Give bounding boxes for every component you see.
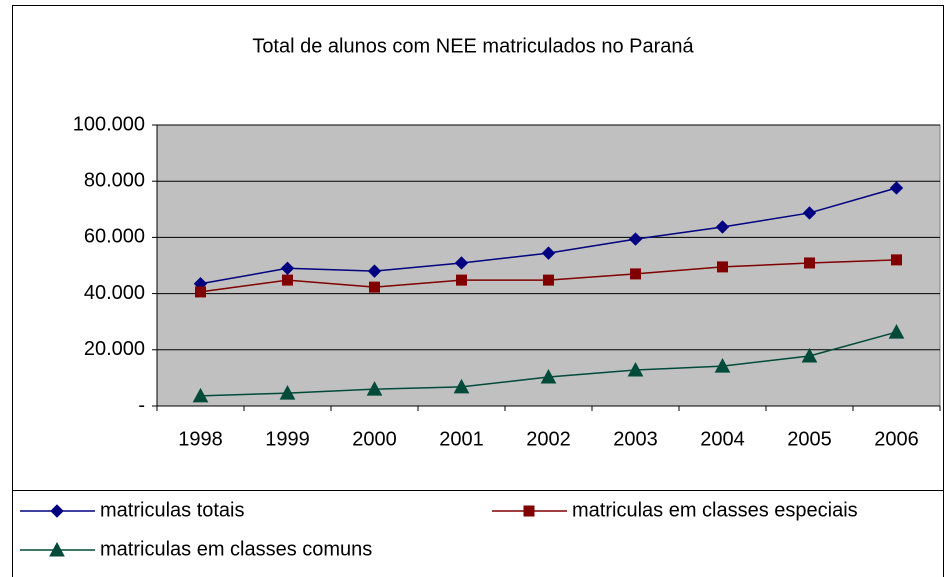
x-tick-label: 1999 xyxy=(265,428,310,450)
marker xyxy=(541,246,556,260)
y-tick-label: 20.000 xyxy=(84,338,145,360)
marker xyxy=(367,264,382,278)
marker xyxy=(804,257,815,269)
marker xyxy=(891,254,902,266)
marker xyxy=(543,274,554,286)
marker xyxy=(888,324,905,339)
x-tick-label: 2005 xyxy=(787,428,832,450)
marker xyxy=(366,381,383,396)
marker xyxy=(453,378,470,394)
marker xyxy=(630,268,641,280)
marker xyxy=(523,505,535,517)
marker xyxy=(282,274,293,286)
marker xyxy=(802,206,817,220)
y-tick-label: 100.000 xyxy=(73,113,145,135)
marker xyxy=(49,541,65,557)
marker xyxy=(540,369,557,384)
x-tick-label: 1998 xyxy=(178,428,223,450)
x-tick-label: 2001 xyxy=(439,428,484,450)
marker xyxy=(280,261,295,276)
marker xyxy=(715,220,730,234)
y-tick-label: 60.000 xyxy=(84,226,145,248)
marker xyxy=(889,181,904,195)
marker xyxy=(717,261,728,273)
marker xyxy=(456,274,467,286)
x-tick-label: 2006 xyxy=(874,428,919,450)
marker xyxy=(714,358,731,373)
chart-title: Total de alunos com NEE matriculados no … xyxy=(252,35,694,57)
legend-label: matriculas em classes comuns xyxy=(100,538,372,560)
marker xyxy=(369,281,380,293)
plot-area xyxy=(156,124,941,407)
x-tick-label: 2004 xyxy=(700,428,745,450)
marker xyxy=(279,385,296,400)
y-tick-label: - xyxy=(138,394,145,416)
marker xyxy=(50,504,64,518)
legend-label: matriculas totais xyxy=(100,499,245,521)
marker xyxy=(195,286,206,298)
y-tick-label: 40.000 xyxy=(84,282,145,304)
x-tick-label: 2000 xyxy=(352,428,397,450)
marker xyxy=(454,256,469,270)
marker xyxy=(192,387,209,403)
x-tick-label: 2003 xyxy=(613,428,658,450)
legend-label: matriculas em classes especiais xyxy=(572,499,858,521)
marker xyxy=(801,347,818,363)
marker xyxy=(628,232,643,246)
x-tick-label: 2002 xyxy=(526,428,571,450)
y-tick-label: 80.000 xyxy=(84,169,145,191)
marker xyxy=(627,361,644,377)
legend xyxy=(12,490,944,577)
